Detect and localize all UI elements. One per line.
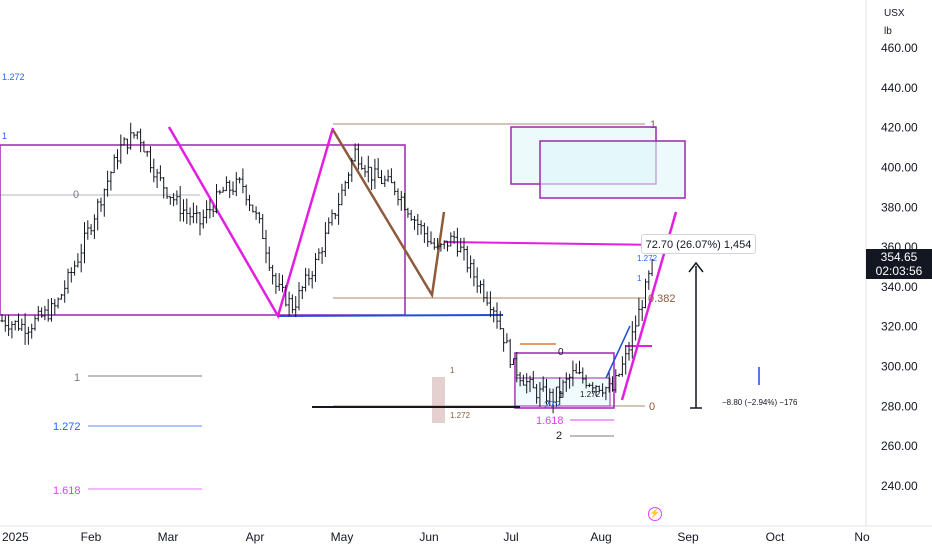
time-tick-label: Jun bbox=[419, 530, 438, 544]
price-tick-label: 300.00 bbox=[881, 360, 918, 374]
price-tick-labels: 460.00440.00420.00400.00380.00360.00340.… bbox=[881, 41, 918, 493]
fib-label-small-1: 1 bbox=[637, 274, 642, 283]
fib-label-2-lower: 2 bbox=[556, 430, 562, 442]
fib-label-272: 272 bbox=[544, 400, 561, 411]
time-tick-label: Feb bbox=[81, 530, 102, 544]
time-tick-label: Mar bbox=[158, 530, 179, 544]
time-tick-label: May bbox=[331, 530, 354, 544]
fib-label-1618-lower: 1.618 bbox=[536, 415, 564, 427]
candles bbox=[0, 122, 654, 414]
price-tick-label: 280.00 bbox=[881, 399, 918, 413]
fib-label-1272-top: 1.272 bbox=[2, 72, 25, 82]
time-tick-label: Jul bbox=[503, 530, 518, 544]
zigzag-magenta-left bbox=[167, 126, 335, 320]
time-tick-label: Oct bbox=[766, 530, 785, 544]
fib-label-1-lower: 1 bbox=[558, 390, 564, 401]
fib-label-right-1: 1 bbox=[650, 119, 656, 131]
target-box-2 bbox=[539, 140, 686, 199]
time-tick-label: Apr bbox=[246, 530, 265, 544]
measure-arrow-head bbox=[688, 261, 704, 273]
time-tick-label: 2025 bbox=[2, 530, 29, 544]
support-line-blue bbox=[277, 314, 504, 317]
price-tick-label: 260.00 bbox=[881, 439, 918, 453]
price-tick-label: 320.00 bbox=[881, 320, 918, 334]
unit-label: lb bbox=[884, 26, 892, 37]
fib-label-1618-left: 1.618 bbox=[53, 485, 81, 497]
price-tick-label: 240.00 bbox=[881, 479, 918, 493]
fib-label-1-left: 1 bbox=[74, 372, 80, 384]
price-tick-label: 340.00 bbox=[881, 280, 918, 294]
range-rectangle-left bbox=[0, 144, 406, 316]
measure-lower-label: −8.80 (−2.94%) −176 bbox=[722, 398, 798, 407]
fib-label-1272-left: 1.272 bbox=[53, 421, 81, 433]
fib-label-small-1272: 1.272 bbox=[637, 254, 658, 263]
measure-tooltip: 72.70 (26.07%) 1,454 bbox=[641, 234, 756, 254]
last-price-value: 354.65 bbox=[880, 249, 918, 264]
fib-label-right-0: 0 bbox=[649, 401, 655, 413]
time-tick-label: Aug bbox=[590, 530, 611, 544]
resistance-line-magenta bbox=[443, 241, 665, 246]
price-tick-label: 400.00 bbox=[881, 160, 918, 174]
currency-label: USX bbox=[884, 8, 905, 19]
date-range-highlight bbox=[432, 377, 445, 423]
time-tick-labels: 2025 Feb Mar Apr May Jun Jul Aug Sep Oct No bbox=[2, 530, 870, 544]
fib-label-1-top: 1 bbox=[2, 131, 7, 141]
price-tick-label: 380.00 bbox=[881, 200, 918, 214]
projection-line-blue bbox=[605, 325, 631, 379]
lightning-icon[interactable]: ⚡ bbox=[648, 507, 662, 521]
fib-label-right-0382: 0.382 bbox=[648, 293, 676, 305]
zigzag-brown bbox=[331, 129, 446, 299]
fib-label-mid-1: 1 bbox=[450, 366, 455, 375]
last-price-tag[interactable]: 354.65 02:03:56 bbox=[866, 248, 932, 279]
fib-label-0-lower: 0 bbox=[558, 347, 564, 358]
fib-label-0-top: 0 bbox=[73, 189, 79, 201]
time-tick-label: Sep bbox=[677, 530, 699, 544]
price-tick-label: 420.00 bbox=[881, 121, 918, 135]
price-tick-label: 440.00 bbox=[881, 81, 918, 95]
fib-label-mid-1272: 1.272 bbox=[450, 411, 471, 420]
bar-countdown: 02:03:56 bbox=[875, 263, 923, 278]
time-tick-label: No bbox=[854, 530, 870, 544]
fib-label-1272-lower: 1.272 bbox=[580, 390, 601, 399]
price-tick-label: 460.00 bbox=[881, 41, 918, 55]
